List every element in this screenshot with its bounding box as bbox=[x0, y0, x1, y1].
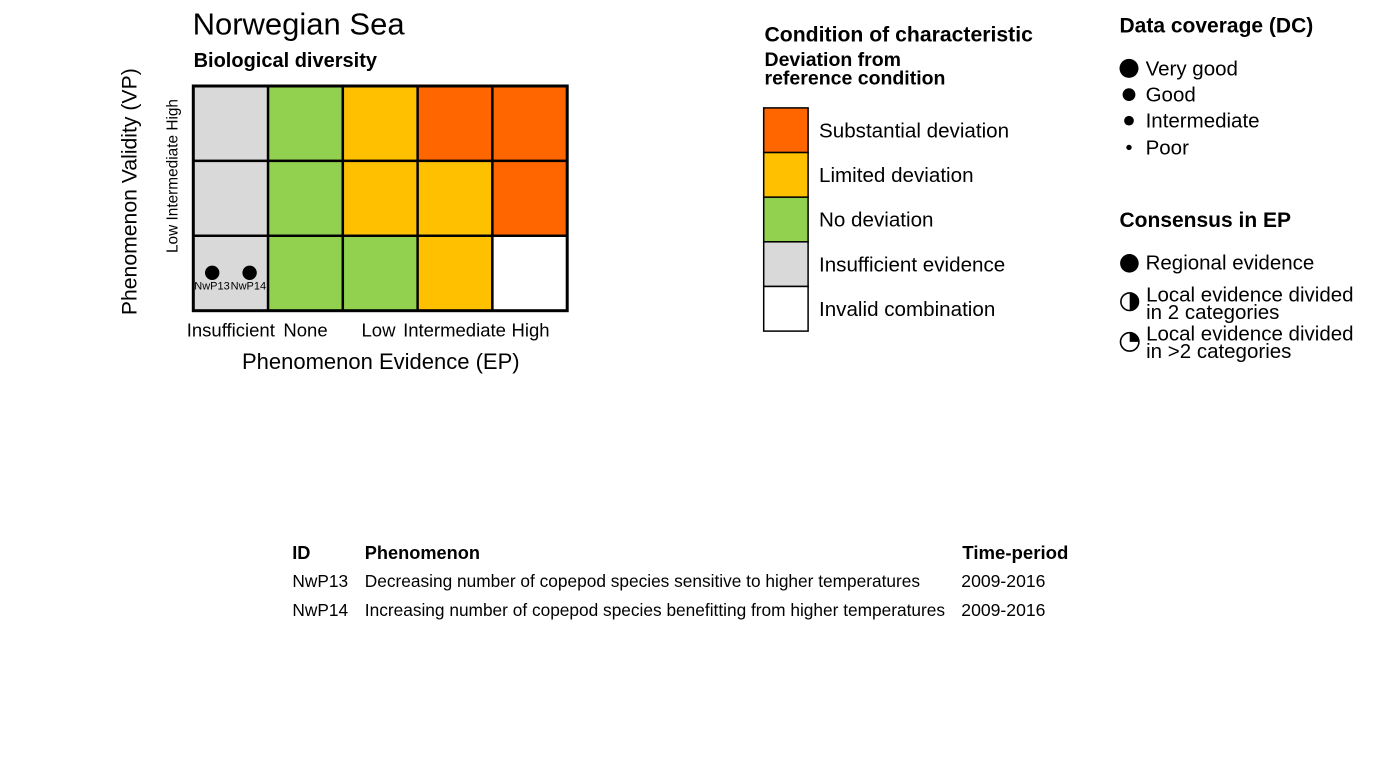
svg-text:Norwegian Sea: Norwegian Sea bbox=[193, 6, 406, 41]
svg-text:Limited deviation: Limited deviation bbox=[819, 164, 974, 187]
svg-text:Low: Low bbox=[362, 320, 397, 341]
svg-text:High: High bbox=[511, 320, 549, 341]
svg-text:None: None bbox=[283, 320, 327, 341]
svg-text:Time-period: Time-period bbox=[962, 542, 1068, 563]
svg-text:Phenomenon Evidence (EP): Phenomenon Evidence (EP) bbox=[242, 349, 520, 374]
svg-text:2009-2016: 2009-2016 bbox=[961, 571, 1045, 591]
svg-text:Poor: Poor bbox=[1146, 136, 1189, 159]
svg-text:Phenomenon: Phenomenon bbox=[365, 543, 480, 563]
svg-text:NwP14: NwP14 bbox=[231, 280, 266, 292]
svg-text:Increasing number of copepod s: Increasing number of copepod species ben… bbox=[365, 600, 946, 620]
svg-text:Local evidence divided: Local evidence divided bbox=[1146, 284, 1353, 307]
svg-text:NwP13: NwP13 bbox=[292, 571, 348, 591]
svg-text:Low Intermediate High: Low Intermediate High bbox=[165, 99, 182, 253]
svg-text:Condition of characteristic: Condition of characteristic bbox=[765, 24, 1034, 47]
svg-text:NwP13: NwP13 bbox=[194, 280, 229, 292]
svg-text:Intermediate: Intermediate bbox=[403, 320, 506, 341]
svg-text:Substantial deviation: Substantial deviation bbox=[819, 119, 1009, 142]
svg-text:Biological diversity: Biological diversity bbox=[194, 50, 378, 72]
svg-text:Intermediate: Intermediate bbox=[1146, 110, 1260, 133]
svg-text:Insufficient: Insufficient bbox=[187, 320, 275, 341]
svg-text:in 2 categories: in 2 categories bbox=[1146, 301, 1279, 324]
svg-text:Invalid combination: Invalid combination bbox=[819, 298, 995, 321]
svg-text:No deviation: No deviation bbox=[819, 209, 933, 232]
svg-text:2009-2016: 2009-2016 bbox=[961, 600, 1045, 620]
svg-text:Decreasing number of copepod s: Decreasing number of copepod species sen… bbox=[365, 571, 921, 591]
svg-text:ID: ID bbox=[292, 543, 310, 563]
svg-text:in >2 categories: in >2 categories bbox=[1146, 340, 1291, 363]
svg-text:Good: Good bbox=[1146, 84, 1196, 107]
svg-text:Consensus in EP: Consensus in EP bbox=[1120, 209, 1292, 232]
svg-text:Data coverage (DC): Data coverage (DC) bbox=[1120, 14, 1314, 37]
svg-text:Deviation from: Deviation from bbox=[765, 49, 902, 71]
svg-text:reference condition: reference condition bbox=[765, 68, 946, 90]
svg-text:Insufficient evidence: Insufficient evidence bbox=[819, 253, 1005, 276]
svg-text:Regional evidence: Regional evidence bbox=[1146, 252, 1315, 275]
svg-text:Local evidence divided: Local evidence divided bbox=[1146, 323, 1353, 346]
svg-text:Phenomenon Validity (VP): Phenomenon Validity (VP) bbox=[119, 68, 142, 315]
svg-text:NwP14: NwP14 bbox=[292, 600, 348, 620]
svg-text:Very good: Very good bbox=[1146, 57, 1238, 80]
